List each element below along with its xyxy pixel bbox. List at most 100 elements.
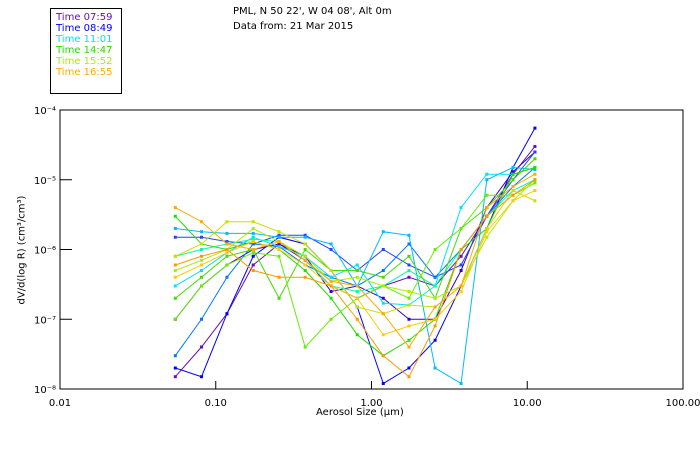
data-point <box>511 165 515 169</box>
data-point <box>355 333 359 337</box>
data-point <box>407 242 411 246</box>
data-point <box>355 263 359 267</box>
data-point <box>511 189 515 193</box>
data-point <box>303 268 307 272</box>
data-point <box>381 296 385 300</box>
series-line <box>174 182 536 348</box>
data-point <box>511 170 515 174</box>
data-point <box>433 324 437 328</box>
data-point <box>329 296 333 300</box>
series-line <box>174 166 536 357</box>
data-point <box>381 381 385 385</box>
data-point <box>199 263 203 267</box>
date-subtitle: Data from: 21 Mar 2015 <box>233 21 354 32</box>
y-tick-label: 10⁻⁸ <box>34 385 56 396</box>
data-point <box>459 381 463 385</box>
data-point <box>225 275 229 279</box>
data-point <box>225 263 229 267</box>
data-point <box>485 193 489 197</box>
data-point <box>459 268 463 272</box>
data-point <box>329 275 333 279</box>
data-point <box>225 312 229 316</box>
data-point <box>225 242 229 246</box>
data-point <box>173 206 177 210</box>
data-point <box>381 230 385 234</box>
data-point <box>173 214 177 218</box>
data-point <box>459 284 463 288</box>
data-point <box>533 168 537 172</box>
data-point <box>533 199 537 203</box>
data-point <box>459 248 463 251</box>
data-point <box>407 366 411 370</box>
data-point <box>199 230 203 234</box>
data-point <box>407 275 411 279</box>
data-point <box>433 338 437 342</box>
data-point <box>533 172 537 176</box>
data-point <box>199 275 203 279</box>
data-point <box>511 193 515 197</box>
data-point <box>277 233 281 237</box>
legend-entry: Time 08:49 <box>56 23 113 34</box>
data-point <box>277 235 281 239</box>
data-point <box>251 251 255 255</box>
data-point <box>485 214 489 218</box>
data-point <box>433 296 437 300</box>
data-point <box>251 235 255 239</box>
data-point <box>251 237 255 241</box>
data-point <box>355 305 359 309</box>
data-point <box>199 258 203 262</box>
data-point <box>173 317 177 321</box>
data-point <box>433 275 437 279</box>
data-point <box>433 284 437 288</box>
data-point <box>407 317 411 321</box>
data-point <box>225 251 229 255</box>
data-point <box>329 284 333 288</box>
data-point <box>251 242 255 246</box>
data-point <box>459 263 463 267</box>
series-line <box>174 151 536 320</box>
data-point <box>199 235 203 239</box>
data-point <box>173 296 177 300</box>
data-point <box>533 165 537 169</box>
legend-entry: Time 15:52 <box>56 56 113 67</box>
data-point <box>355 284 359 288</box>
data-point <box>225 240 229 244</box>
data-point <box>381 248 385 251</box>
station-title: PML, N 50 22', W 04 08', Alt 0m <box>233 6 392 17</box>
data-point <box>251 268 255 272</box>
data-point <box>199 345 203 349</box>
x-tick-label: 10.00 <box>513 398 542 409</box>
x-tick-label: 100.00 <box>666 398 700 409</box>
data-point <box>407 296 411 300</box>
series-line <box>175 151 536 278</box>
y-tick-label: 10⁻⁷ <box>34 315 56 326</box>
data-point <box>511 185 515 189</box>
series-line <box>175 179 536 378</box>
data-point <box>381 354 385 358</box>
data-point <box>199 248 203 251</box>
data-point <box>459 289 463 293</box>
data-point <box>381 268 385 272</box>
x-tick-label: 1.00 <box>360 398 382 409</box>
data-point <box>485 235 489 239</box>
data-point <box>173 354 177 358</box>
data-point <box>433 366 437 370</box>
data-point <box>355 275 359 279</box>
data-point <box>173 263 177 267</box>
data-point <box>303 258 307 262</box>
data-point <box>303 235 307 239</box>
data-point <box>251 227 255 231</box>
data-point <box>173 375 177 379</box>
data-point <box>329 242 333 246</box>
data-point <box>355 317 359 321</box>
data-point <box>251 231 255 235</box>
data-point <box>225 254 229 258</box>
series-line <box>175 179 536 299</box>
data-point <box>485 172 489 176</box>
data-point <box>381 312 385 316</box>
data-point <box>329 317 333 321</box>
data-point <box>407 303 411 307</box>
data-point <box>381 301 385 305</box>
